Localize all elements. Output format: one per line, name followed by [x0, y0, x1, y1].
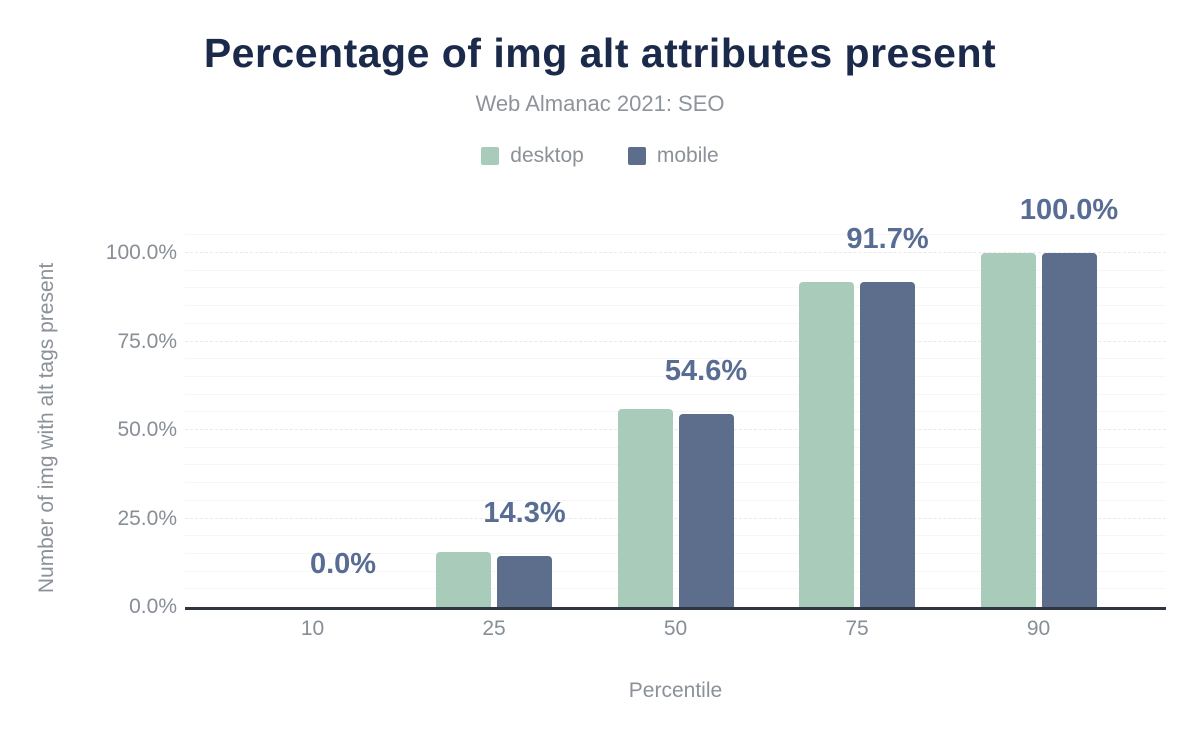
- bar-mobile-p50: [678, 413, 734, 607]
- x-tick-10: 10: [300, 617, 325, 640]
- bar-group-90: [948, 235, 1130, 607]
- minor-gridline: [185, 482, 1166, 484]
- bar-mobile-p75: [860, 282, 915, 607]
- minor-gridline: [185, 393, 1166, 395]
- x-axis-title: Percentile: [628, 679, 723, 702]
- bar-group-25: [403, 235, 585, 607]
- major-gridline: [185, 517, 1166, 519]
- y-tick-25.0%: 25.0%: [117, 506, 177, 530]
- chart-title: Percentage of img alt attributes present: [203, 30, 997, 76]
- minor-gridline: [185, 411, 1166, 413]
- y-tick-100.0%: 100.0%: [105, 241, 177, 264]
- minor-gridline: [185, 287, 1166, 289]
- bar-group-75: [766, 235, 948, 607]
- bar-desktop-p75: [799, 282, 854, 607]
- desktop-swatch-icon: [481, 147, 500, 165]
- minor-gridline: [185, 322, 1166, 324]
- y-tick-0.0%: 0.0%: [129, 595, 177, 618]
- y-tick-75.0%: 75.0%: [117, 329, 177, 353]
- minor-gridline: [185, 234, 1166, 236]
- data-label-p50: 54.6%: [664, 354, 748, 387]
- x-tick-90: 90: [1026, 617, 1051, 640]
- bar-desktop-p50: [617, 408, 673, 607]
- data-label-p75: 91.7%: [846, 223, 929, 256]
- legend: desktop mobile: [0, 144, 1200, 168]
- plot-area: 0.0% 14.3% 54.6% 91.7% 100.0%: [185, 196, 1166, 610]
- x-tick-50: 50: [663, 617, 688, 640]
- major-gridline: [185, 252, 1166, 253]
- minor-gridline: [185, 358, 1166, 360]
- minor-gridline: [185, 269, 1166, 271]
- minor-gridline: [185, 464, 1166, 466]
- legend-label-mobile: mobile: [656, 144, 719, 167]
- legend-item-desktop[interactable]: desktop: [481, 144, 584, 168]
- bar-group-50: [585, 235, 767, 607]
- x-tick-75: 75: [845, 617, 869, 640]
- major-gridline: [185, 340, 1166, 342]
- mobile-swatch-icon: [627, 147, 646, 165]
- bar-mobile-p25: [497, 556, 552, 607]
- minor-gridline: [185, 570, 1166, 572]
- minor-gridline: [185, 446, 1166, 448]
- legend-item-mobile[interactable]: mobile: [627, 144, 719, 168]
- major-gridline: [185, 429, 1166, 430]
- minor-gridline: [185, 305, 1166, 307]
- minor-gridline: [185, 535, 1166, 537]
- minor-gridline: [185, 375, 1166, 377]
- chart-subtitle: Web Almanac 2021: SEO: [475, 91, 725, 116]
- minor-gridline: [185, 552, 1166, 554]
- x-tick-25: 25: [482, 617, 506, 640]
- minor-gridline: [185, 499, 1166, 501]
- bar-desktop-p90: [980, 253, 1036, 607]
- y-tick-50.0%: 50.0%: [117, 418, 177, 441]
- legend-label-desktop: desktop: [510, 144, 584, 167]
- bar-desktop-p25: [436, 551, 491, 607]
- data-label-p10: 0.0%: [309, 548, 377, 580]
- bar-mobile-p90: [1041, 253, 1097, 607]
- minor-gridline: [185, 588, 1166, 590]
- data-label-p25: 14.3%: [483, 497, 566, 530]
- data-label-p90: 100.0%: [1019, 194, 1119, 226]
